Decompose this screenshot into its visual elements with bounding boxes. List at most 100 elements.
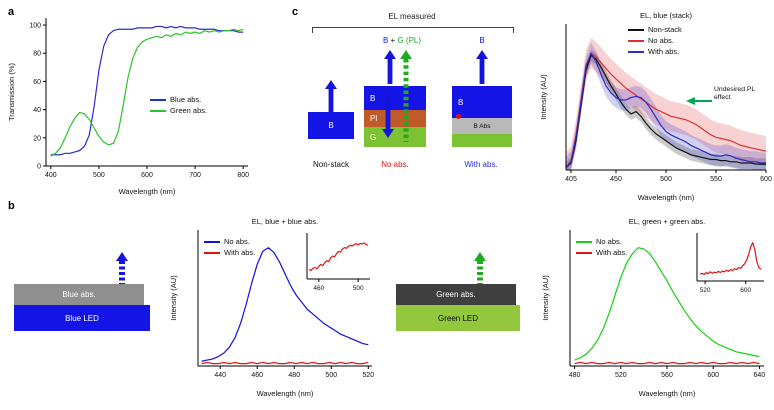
- svg-text:480: 480: [288, 372, 300, 379]
- svg-text:500: 500: [660, 176, 672, 183]
- svg-text:Transmission (%): Transmission (%): [7, 62, 16, 121]
- svg-text:500: 500: [325, 372, 337, 379]
- green-abs-box: Green abs.: [396, 284, 516, 305]
- svg-text:100: 100: [29, 23, 41, 30]
- svg-text:Intensity (AU): Intensity (AU): [541, 275, 550, 321]
- svg-text:600: 600: [707, 372, 719, 379]
- non-stack-b-box: B: [308, 112, 354, 139]
- blue-led-box: Blue LED: [14, 305, 150, 331]
- el-blue-stack-chart: 405 450 500 550 600 Wavelength (nm) Intensity …: [539, 11, 772, 202]
- legend-label-with-abs: With abs.: [596, 248, 628, 257]
- legend-line-blue-abs-icon: [150, 98, 166, 101]
- stack-emission-label: B + G (PL): [352, 36, 452, 45]
- right-emission-label: B: [462, 36, 502, 45]
- svg-text:700: 700: [189, 172, 201, 179]
- with-abs-label: With abs.: [464, 160, 498, 169]
- undesired-pl-annotation: Undesired PL effect: [714, 86, 755, 102]
- legend-item-no-abs: No abs.: [576, 236, 627, 247]
- svg-text:600: 600: [740, 287, 751, 294]
- legend-item-green-abs: Green abs.: [150, 105, 207, 116]
- legend-label-with-abs: With abs.: [648, 47, 680, 56]
- legend-el-blue: No abs. With abs.: [204, 236, 255, 258]
- legend-line-non-stack-icon: [628, 28, 644, 31]
- no-abs-label: No abs.: [381, 160, 409, 169]
- emission-g-pl-label: G (PL): [397, 36, 422, 45]
- el-blue-inset-chart: 460 500: [298, 228, 374, 294]
- svg-text:450: 450: [610, 176, 622, 183]
- svg-text:520: 520: [700, 287, 711, 294]
- svg-text:460: 460: [313, 285, 324, 292]
- svg-text:Intensity (AU): Intensity (AU): [169, 275, 178, 321]
- legend-label-no-abs: No abs.: [596, 237, 622, 246]
- right-b-label: B: [479, 36, 485, 45]
- legend-item-no-abs: No abs.: [204, 236, 255, 247]
- stack-b-layer: B: [364, 86, 426, 110]
- panel-a-label: a: [8, 6, 15, 18]
- el-green-inset-chart: 520 600: [688, 228, 768, 296]
- legend-item-blue-abs: Blue abs.: [150, 94, 207, 105]
- legend-line-with-abs-icon: [576, 251, 592, 254]
- emission-b-label: B: [382, 36, 389, 45]
- svg-text:Intensity (AU): Intensity (AU): [539, 74, 548, 120]
- svg-text:80: 80: [33, 51, 41, 58]
- el-measured-bracket: [312, 27, 514, 33]
- legend-label-with-abs: With abs.: [224, 248, 256, 257]
- withabs-b-layer: B: [452, 86, 512, 118]
- legend-line-with-abs-icon: [204, 251, 220, 254]
- svg-text:20: 20: [33, 135, 41, 142]
- svg-text:0: 0: [37, 164, 41, 171]
- svg-text:Wavelength (nm): Wavelength (nm): [638, 193, 695, 202]
- legend-el-green: No abs. With abs.: [576, 236, 627, 258]
- svg-text:Wavelength (nm): Wavelength (nm): [257, 389, 314, 398]
- legend-transmission: Blue abs. Green abs.: [150, 94, 207, 116]
- non-stack-label: Non-stack: [312, 160, 349, 169]
- legend-label-no-abs: No abs.: [648, 36, 674, 45]
- legend-line-no-abs-icon: [628, 39, 644, 42]
- legend-label-no-abs: No abs.: [224, 237, 250, 246]
- panel-b-label: b: [8, 200, 15, 212]
- svg-text:550: 550: [710, 176, 722, 183]
- withabs-g-layer: [452, 134, 512, 147]
- legend-stack-chart: Non-stack No abs. With abs.: [628, 24, 682, 57]
- legend-line-with-abs-icon: [628, 50, 644, 53]
- svg-text:440: 440: [214, 372, 226, 379]
- svg-text:Wavelength (nm): Wavelength (nm): [119, 187, 176, 196]
- svg-text:500: 500: [93, 172, 105, 179]
- blue-abs-box: Blue abs.: [14, 284, 144, 305]
- svg-text:600: 600: [141, 172, 153, 179]
- stack-g-layer: G: [364, 127, 426, 147]
- legend-label-non-stack: Non-stack: [648, 25, 682, 34]
- el-green-chart: 480 520 560 600 640 Wavelength (nm) Intensity …: [541, 217, 766, 398]
- svg-text:EL, blue (stack): EL, blue (stack): [640, 11, 693, 20]
- legend-label-blue-abs: Blue abs.: [170, 95, 202, 104]
- withabs-babs-layer: B Abs: [452, 118, 512, 134]
- absorbed-emission-dot-icon: [456, 114, 461, 119]
- svg-text:500: 500: [353, 285, 364, 292]
- transmission-chart: 400 500 600 700 800 0 20 40 60 80 100 Wavelength (n…: [7, 18, 249, 196]
- emission-plus-label: +: [388, 36, 398, 45]
- svg-text:800: 800: [237, 172, 249, 179]
- legend-line-green-abs-icon: [150, 109, 166, 112]
- legend-item-with-abs: With abs.: [204, 247, 255, 258]
- legend-item-with-abs: With abs.: [628, 46, 682, 57]
- el-measured-label: EL measured: [388, 12, 436, 21]
- legend-item-no-abs: No abs.: [628, 35, 682, 46]
- legend-item-with-abs: With abs.: [576, 247, 627, 258]
- svg-text:EL, green + green abs.: EL, green + green abs.: [629, 217, 706, 226]
- svg-text:405: 405: [565, 176, 577, 183]
- svg-text:EL, blue + blue abs.: EL, blue + blue abs.: [252, 217, 319, 226]
- stack-pl-layer: Pl: [364, 110, 426, 127]
- svg-text:460: 460: [251, 372, 263, 379]
- legend-item-non-stack: Non-stack: [628, 24, 682, 35]
- el-blue-chart: 440 460 480 500 520 Wavelength (nm) Intensity …: [169, 217, 374, 398]
- panel-c-label: c: [292, 6, 299, 18]
- svg-text:640: 640: [754, 372, 766, 379]
- green-led-box: Green LED: [396, 305, 520, 331]
- svg-text:520: 520: [362, 372, 374, 379]
- svg-text:480: 480: [569, 372, 581, 379]
- svg-text:560: 560: [661, 372, 673, 379]
- legend-line-no-abs-icon: [204, 240, 220, 243]
- svg-text:60: 60: [33, 79, 41, 86]
- svg-text:400: 400: [45, 172, 57, 179]
